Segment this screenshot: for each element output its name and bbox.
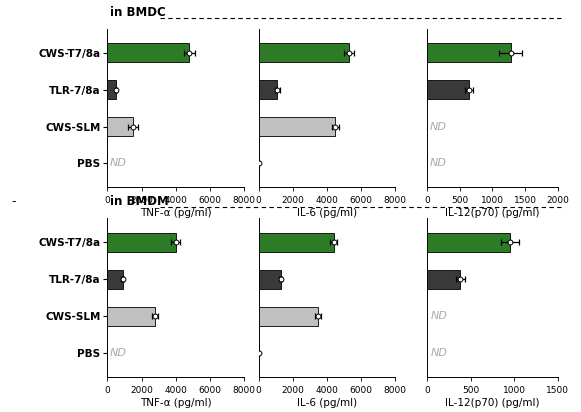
Bar (107, 307, 155, 326)
Bar (427, 43, 511, 62)
Bar (107, 233, 175, 252)
X-axis label: IL-12(p70) (pg/ml): IL-12(p70) (pg/ml) (445, 208, 540, 218)
X-axis label: IL-6 (pg/ml): IL-6 (pg/ml) (297, 398, 357, 408)
Bar (259, 117, 335, 136)
Bar (259, 233, 333, 252)
Bar (427, 233, 510, 252)
Text: ND: ND (430, 122, 447, 131)
X-axis label: IL-12(p70) (pg/ml): IL-12(p70) (pg/ml) (445, 398, 540, 408)
Text: ND: ND (110, 159, 127, 169)
Bar (107, 80, 116, 99)
Bar (107, 43, 189, 62)
Text: ND: ND (110, 348, 127, 358)
X-axis label: TNF-α (pg/ml): TNF-α (pg/ml) (140, 398, 211, 408)
Text: ND: ND (431, 348, 447, 358)
Text: -: - (12, 195, 16, 208)
Text: in BMDC: in BMDC (110, 5, 166, 19)
Bar (259, 43, 349, 62)
Bar (107, 117, 133, 136)
Bar (259, 80, 277, 99)
Bar (259, 307, 318, 326)
Bar (107, 269, 123, 289)
Text: ND: ND (430, 159, 447, 169)
Bar (259, 269, 281, 289)
Text: in BMDM: in BMDM (110, 195, 169, 208)
X-axis label: TNF-α (pg/ml): TNF-α (pg/ml) (140, 208, 211, 218)
Text: ND: ND (431, 311, 447, 321)
Bar (427, 269, 460, 289)
X-axis label: IL-6 (pg/ml): IL-6 (pg/ml) (297, 208, 357, 218)
Bar (427, 80, 469, 99)
